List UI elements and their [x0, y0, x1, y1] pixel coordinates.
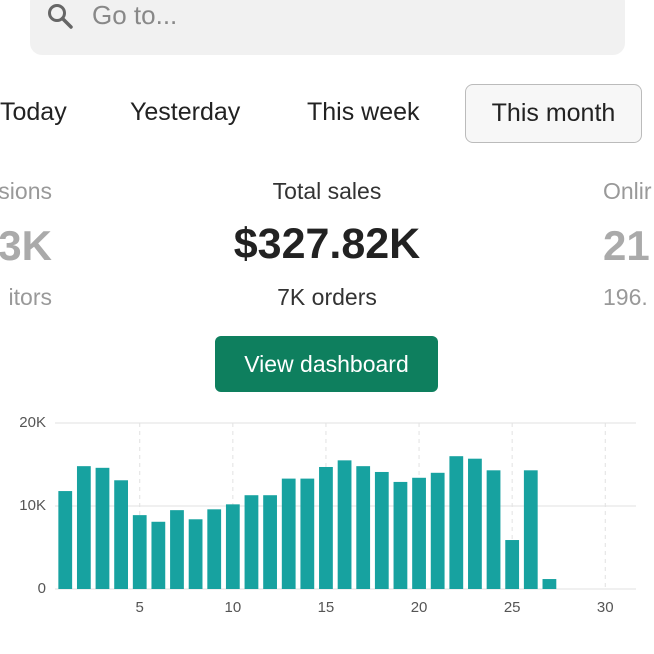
- stat-label: Onlir: [603, 178, 652, 204]
- bar: [468, 458, 482, 589]
- x-tick-label: 10: [224, 599, 241, 616]
- bar: [263, 495, 277, 589]
- bar: [132, 515, 147, 589]
- bar: [151, 521, 166, 589]
- stat-sub: 7K orders: [277, 284, 377, 310]
- bar: [486, 470, 501, 589]
- bar: [412, 477, 426, 589]
- bar: [225, 504, 240, 589]
- bar: [449, 456, 464, 589]
- x-tick-label: 25: [504, 599, 521, 616]
- view-dashboard-button[interactable]: View dashboard: [215, 336, 438, 392]
- bar: [281, 478, 296, 589]
- bar: [374, 471, 389, 589]
- x-tick-label: 30: [597, 599, 614, 616]
- bar: [76, 466, 91, 589]
- y-tick-label: 20K: [19, 414, 46, 431]
- search-box[interactable]: [30, 0, 625, 55]
- search-placeholder: Go to...: [92, 0, 178, 30]
- bar: [337, 460, 352, 589]
- bar: [393, 481, 408, 589]
- y-tick-label: 0: [38, 580, 46, 597]
- bar: [505, 540, 520, 589]
- bar: [114, 480, 128, 589]
- stat-label: sions: [0, 178, 52, 204]
- y-tick-label: 10K: [19, 497, 46, 514]
- bar: [300, 478, 315, 589]
- bar: [542, 579, 557, 589]
- stat-sub: itors: [8, 284, 52, 310]
- tab[interactable]: This week: [307, 98, 420, 126]
- tab-selected[interactable]: This month: [465, 84, 642, 143]
- stat-value: 3K: [0, 222, 52, 269]
- bar: [244, 495, 259, 589]
- bar: [58, 491, 73, 589]
- x-tick-label: 20: [411, 599, 428, 616]
- bar: [95, 467, 110, 589]
- bar: [207, 509, 222, 589]
- bar: [319, 466, 333, 589]
- x-tick-label: 15: [318, 599, 335, 616]
- bar: [430, 472, 445, 589]
- stat-label: Total sales: [272, 178, 382, 204]
- tab[interactable]: Today: [0, 98, 67, 126]
- bar: [356, 466, 371, 589]
- stat-value: 21: [603, 222, 650, 269]
- tab[interactable]: Yesterday: [130, 98, 241, 126]
- search-icon: [48, 4, 73, 29]
- stat-value: $327.82K: [233, 220, 421, 268]
- bar: [188, 519, 203, 589]
- stat-sub: 196.: [603, 284, 648, 310]
- bar: [523, 470, 538, 589]
- x-tick-label: 5: [136, 599, 144, 616]
- bar: [170, 510, 184, 589]
